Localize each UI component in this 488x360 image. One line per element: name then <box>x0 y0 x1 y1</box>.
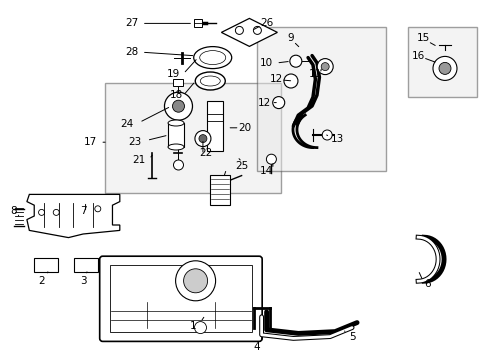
Bar <box>210 175 229 205</box>
Bar <box>109 265 252 332</box>
Ellipse shape <box>195 72 225 90</box>
Bar <box>34 258 59 272</box>
Text: 5: 5 <box>348 332 355 342</box>
Circle shape <box>284 74 297 88</box>
FancyBboxPatch shape <box>100 256 262 341</box>
Bar <box>73 258 98 272</box>
Bar <box>194 19 202 27</box>
Ellipse shape <box>168 144 183 150</box>
Circle shape <box>175 261 215 301</box>
Text: 4: 4 <box>253 342 260 352</box>
Circle shape <box>438 62 450 75</box>
Text: 10: 10 <box>260 58 272 68</box>
Text: 16: 16 <box>410 51 424 61</box>
Circle shape <box>322 130 331 140</box>
Text: 21: 21 <box>132 155 146 165</box>
Text: 28: 28 <box>125 47 139 57</box>
Bar <box>407 27 476 97</box>
Text: 2: 2 <box>38 276 45 286</box>
Text: 8: 8 <box>10 206 17 216</box>
Text: 23: 23 <box>127 137 141 147</box>
Circle shape <box>164 92 192 120</box>
Circle shape <box>272 96 284 109</box>
Text: 15: 15 <box>415 33 429 43</box>
Text: 6: 6 <box>424 279 430 289</box>
Circle shape <box>199 135 206 143</box>
Circle shape <box>289 55 301 67</box>
Text: 1: 1 <box>189 321 196 331</box>
Bar <box>168 123 183 147</box>
Ellipse shape <box>199 51 225 64</box>
Circle shape <box>432 57 456 80</box>
Text: 3: 3 <box>80 276 86 286</box>
Bar <box>105 83 281 193</box>
Text: 14: 14 <box>259 166 273 176</box>
Circle shape <box>194 321 206 334</box>
Polygon shape <box>27 194 120 238</box>
Text: 22: 22 <box>198 148 212 158</box>
Circle shape <box>173 160 183 170</box>
Polygon shape <box>221 18 277 46</box>
Text: 24: 24 <box>120 119 134 129</box>
Text: 7: 7 <box>80 206 86 216</box>
Text: 12: 12 <box>257 98 270 108</box>
Circle shape <box>183 269 207 293</box>
Ellipse shape <box>168 120 183 126</box>
Text: 26: 26 <box>259 18 273 28</box>
Text: 17: 17 <box>83 137 97 147</box>
Text: 12: 12 <box>269 74 283 84</box>
Text: 13: 13 <box>330 134 344 144</box>
Circle shape <box>266 154 276 164</box>
Bar <box>256 27 386 171</box>
Circle shape <box>172 100 184 112</box>
Circle shape <box>317 59 332 75</box>
Text: 19: 19 <box>166 69 180 79</box>
Text: 25: 25 <box>235 161 248 171</box>
Ellipse shape <box>200 76 220 86</box>
Text: 27: 27 <box>125 18 139 28</box>
Circle shape <box>195 131 210 147</box>
Text: 11: 11 <box>308 69 322 79</box>
Ellipse shape <box>193 46 231 69</box>
Circle shape <box>321 63 328 71</box>
Text: 9: 9 <box>287 33 294 43</box>
Bar <box>207 101 223 151</box>
Bar <box>173 79 183 86</box>
Text: 20: 20 <box>238 123 250 133</box>
Text: 18: 18 <box>169 90 183 100</box>
